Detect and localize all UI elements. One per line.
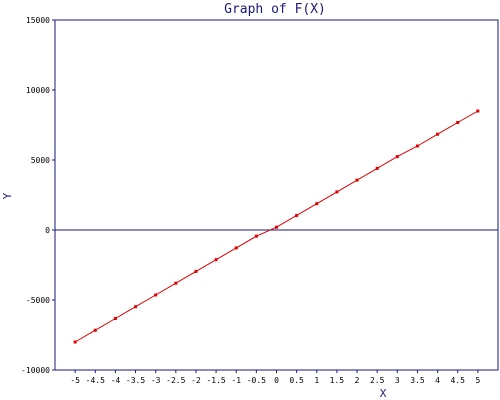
data-point xyxy=(214,258,218,262)
x-tick-label: 3 xyxy=(395,376,400,385)
data-point xyxy=(234,246,238,250)
data-point xyxy=(93,328,97,332)
y-tick-label: 10000 xyxy=(26,86,50,95)
x-tick-label: 2.5 xyxy=(370,376,385,385)
data-point xyxy=(476,109,480,113)
x-tick-label: -0.5 xyxy=(247,376,266,385)
x-axis-label: X xyxy=(380,387,387,400)
x-tick-label: 0.5 xyxy=(289,376,304,385)
data-point xyxy=(194,269,198,273)
x-tick-label: 1.5 xyxy=(330,376,345,385)
x-tick-label: 1 xyxy=(314,376,319,385)
x-tick-label: -4 xyxy=(111,376,121,385)
data-point xyxy=(174,281,178,285)
x-tick-label: 3.5 xyxy=(410,376,425,385)
x-tick-label: 4 xyxy=(435,376,440,385)
data-point xyxy=(154,293,158,297)
data-point xyxy=(254,234,258,238)
data-point xyxy=(315,202,319,206)
data-point xyxy=(335,190,339,194)
chart-title: Graph of F(X) xyxy=(224,2,326,17)
data-point xyxy=(375,166,379,170)
data-point xyxy=(436,132,440,136)
x-tick-label: -1.5 xyxy=(206,376,225,385)
x-axis: -5 -4.5 -4 -3.5 -3 -2.5 -2 -1.5 -1 -0.5 0 0.5 1 1.5 2 2… xyxy=(70,370,480,385)
y-tick-label: 15000 xyxy=(26,16,50,25)
data-point xyxy=(134,305,138,309)
data-point xyxy=(295,213,299,217)
x-tick-label: 5 xyxy=(475,376,480,385)
x-tick-label: 2 xyxy=(355,376,360,385)
data-point xyxy=(275,225,278,229)
y-axis: -10000 -5000 0 5000 10000 15000 xyxy=(21,16,55,375)
x-tick-label: 0 xyxy=(274,376,279,385)
x-tick-label: -2.5 xyxy=(166,376,185,385)
y-tick-label: -5000 xyxy=(26,296,50,305)
data-point xyxy=(73,340,77,344)
data-point xyxy=(355,178,359,182)
x-tick-label: -4.5 xyxy=(86,376,105,385)
x-tick-label: -5 xyxy=(70,376,80,385)
x-tick-label: -3 xyxy=(151,376,161,385)
x-tick-label: 4.5 xyxy=(451,376,466,385)
y-axis-label: Y xyxy=(1,192,14,199)
data-point xyxy=(113,316,117,320)
series-group xyxy=(73,109,480,344)
x-tick-label: -1 xyxy=(231,376,241,385)
plot-area xyxy=(54,19,499,371)
x-tick-label: -3.5 xyxy=(126,376,145,385)
data-point xyxy=(456,120,460,124)
x-tick-label: -2 xyxy=(191,376,201,385)
y-tick-label: 0 xyxy=(45,226,50,235)
data-point xyxy=(415,144,419,148)
y-tick-label: 5000 xyxy=(31,156,50,165)
y-tick-label: -10000 xyxy=(21,366,50,375)
data-point xyxy=(395,155,399,159)
